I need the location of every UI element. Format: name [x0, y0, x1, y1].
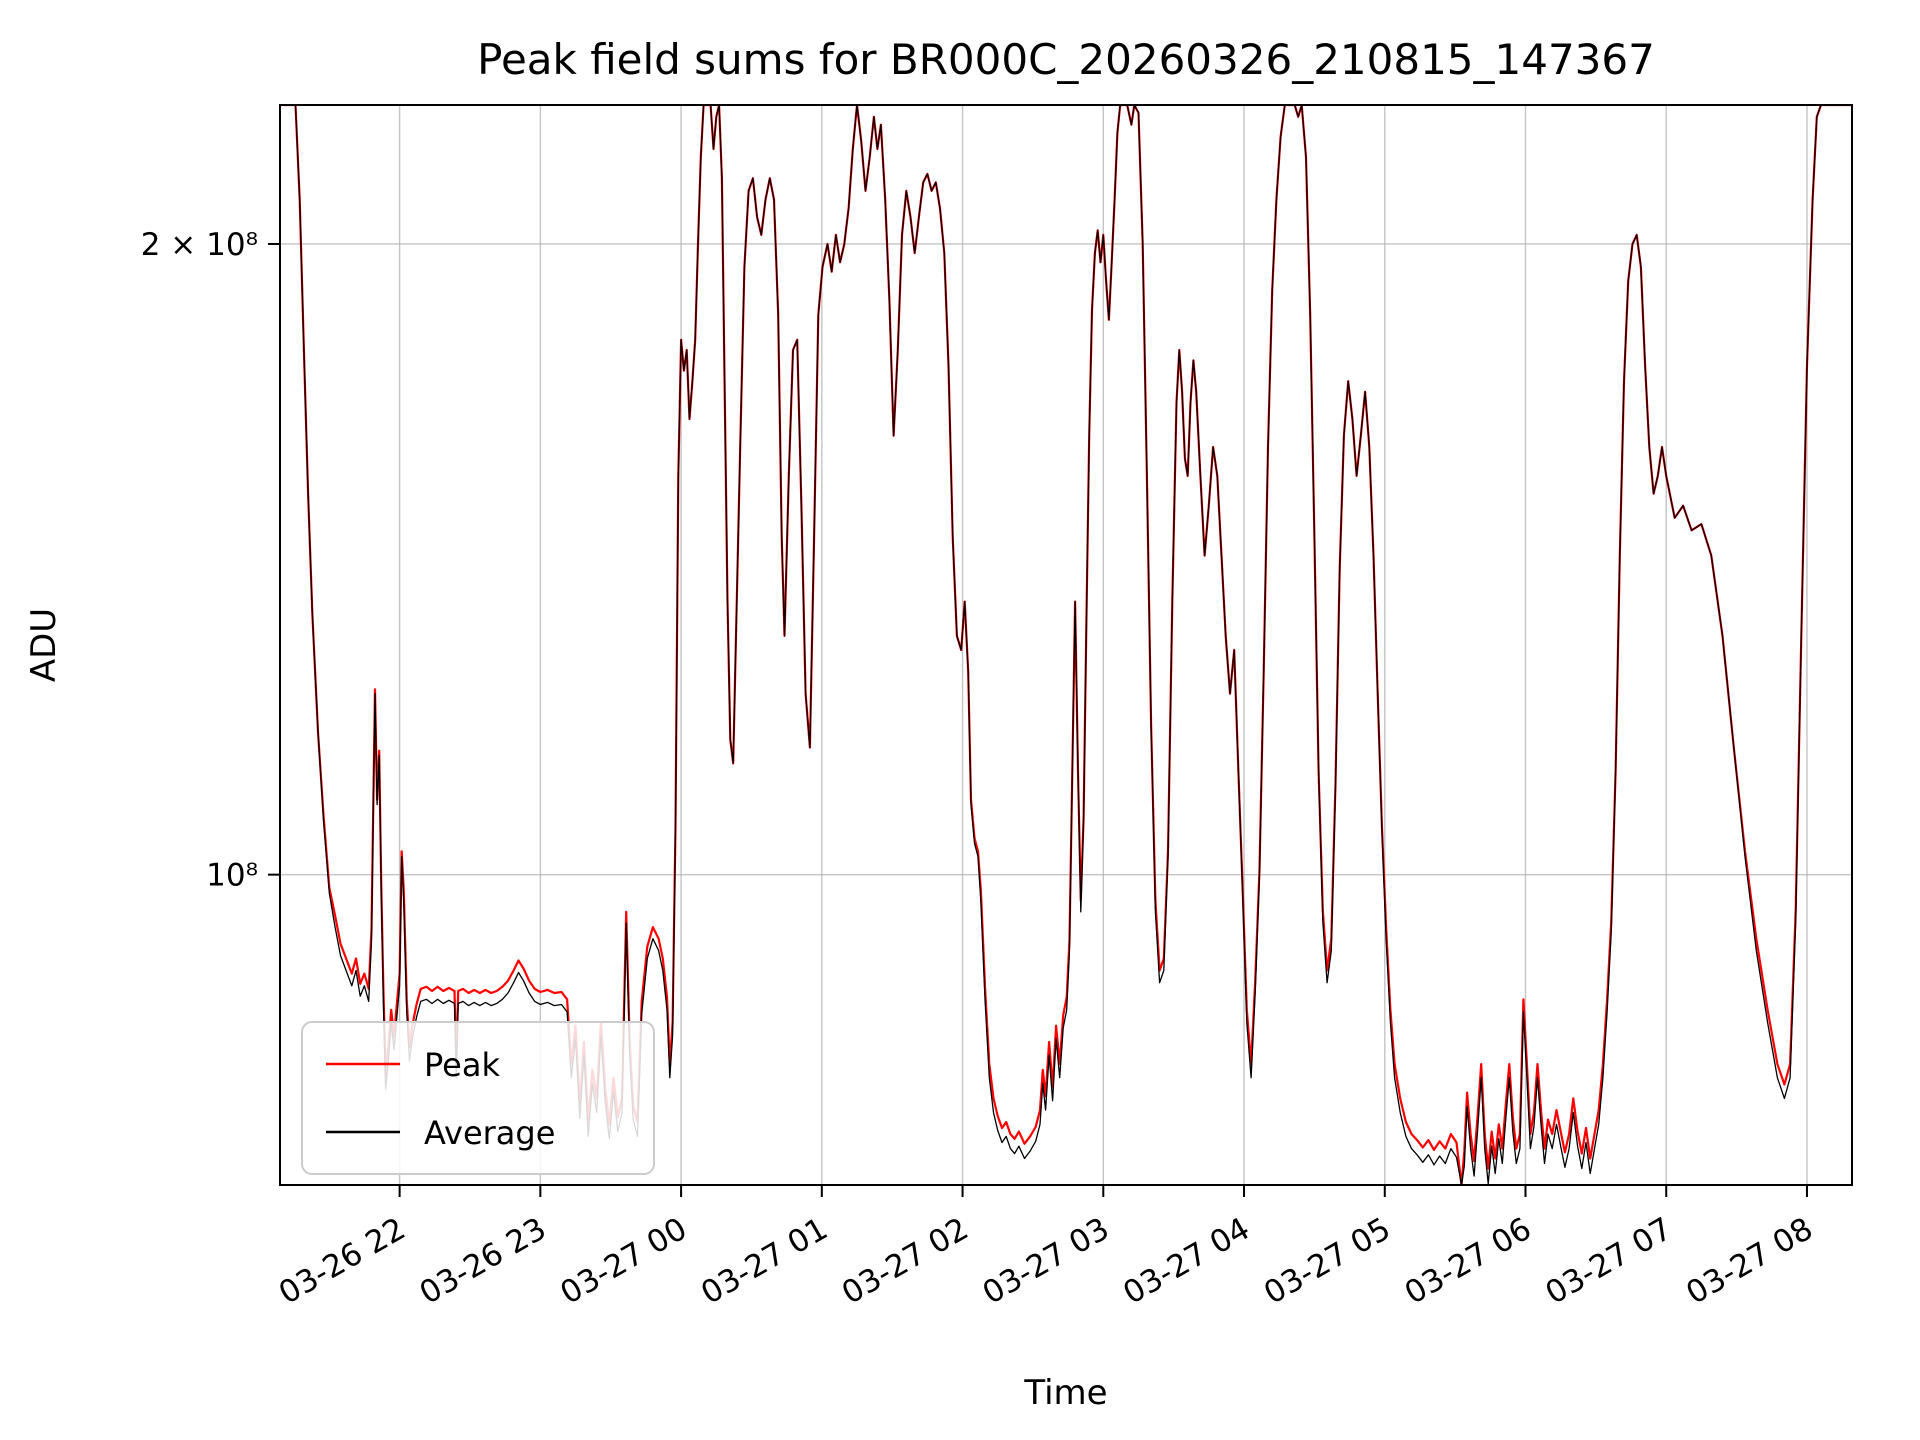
x-tick-label: 03-27 02 — [836, 1211, 975, 1312]
average-series-line — [280, 105, 1852, 1185]
legend-box — [301, 1021, 655, 1175]
series-average — [280, 105, 1852, 1185]
grid-lines — [280, 105, 1852, 1185]
x-tick-label: 03-27 00 — [554, 1211, 693, 1312]
x-axis-ticks: 03-26 22 03-26 23 03-27 00 03-27 01 03-27 02… — [273, 1185, 1819, 1312]
x-tick-label: 03-27 06 — [1399, 1211, 1538, 1312]
y-axis-label: ADU — [24, 608, 64, 682]
x-axis-label: Time — [1023, 1373, 1107, 1413]
peak-series-line — [280, 105, 1852, 1185]
x-tick-label: 03-27 03 — [977, 1211, 1116, 1312]
x-tick-label: 03-26 22 — [273, 1211, 412, 1312]
legend: Peak Average — [301, 1021, 655, 1175]
series-peak — [280, 105, 1852, 1185]
y-tick-label: 2 × 10⁸ — [141, 227, 258, 263]
x-tick-label: 03-27 08 — [1680, 1211, 1819, 1312]
y-axis-ticks: 2 × 10⁸ 10⁸ — [141, 227, 280, 894]
x-tick-label: 03-26 23 — [414, 1211, 553, 1312]
x-tick-label: 03-27 04 — [1117, 1211, 1256, 1312]
x-tick-label: 03-27 07 — [1540, 1211, 1679, 1312]
legend-label-peak: Peak — [424, 1046, 500, 1084]
legend-label-average: Average — [424, 1114, 555, 1152]
x-tick-label: 03-27 05 — [1258, 1211, 1397, 1312]
chart-title: Peak field sums for BR000C_20260326_2108… — [477, 35, 1655, 84]
y-tick-label: 10⁸ — [206, 858, 258, 894]
plot-border — [279, 104, 1853, 1186]
x-tick-label: 03-27 01 — [695, 1211, 834, 1312]
